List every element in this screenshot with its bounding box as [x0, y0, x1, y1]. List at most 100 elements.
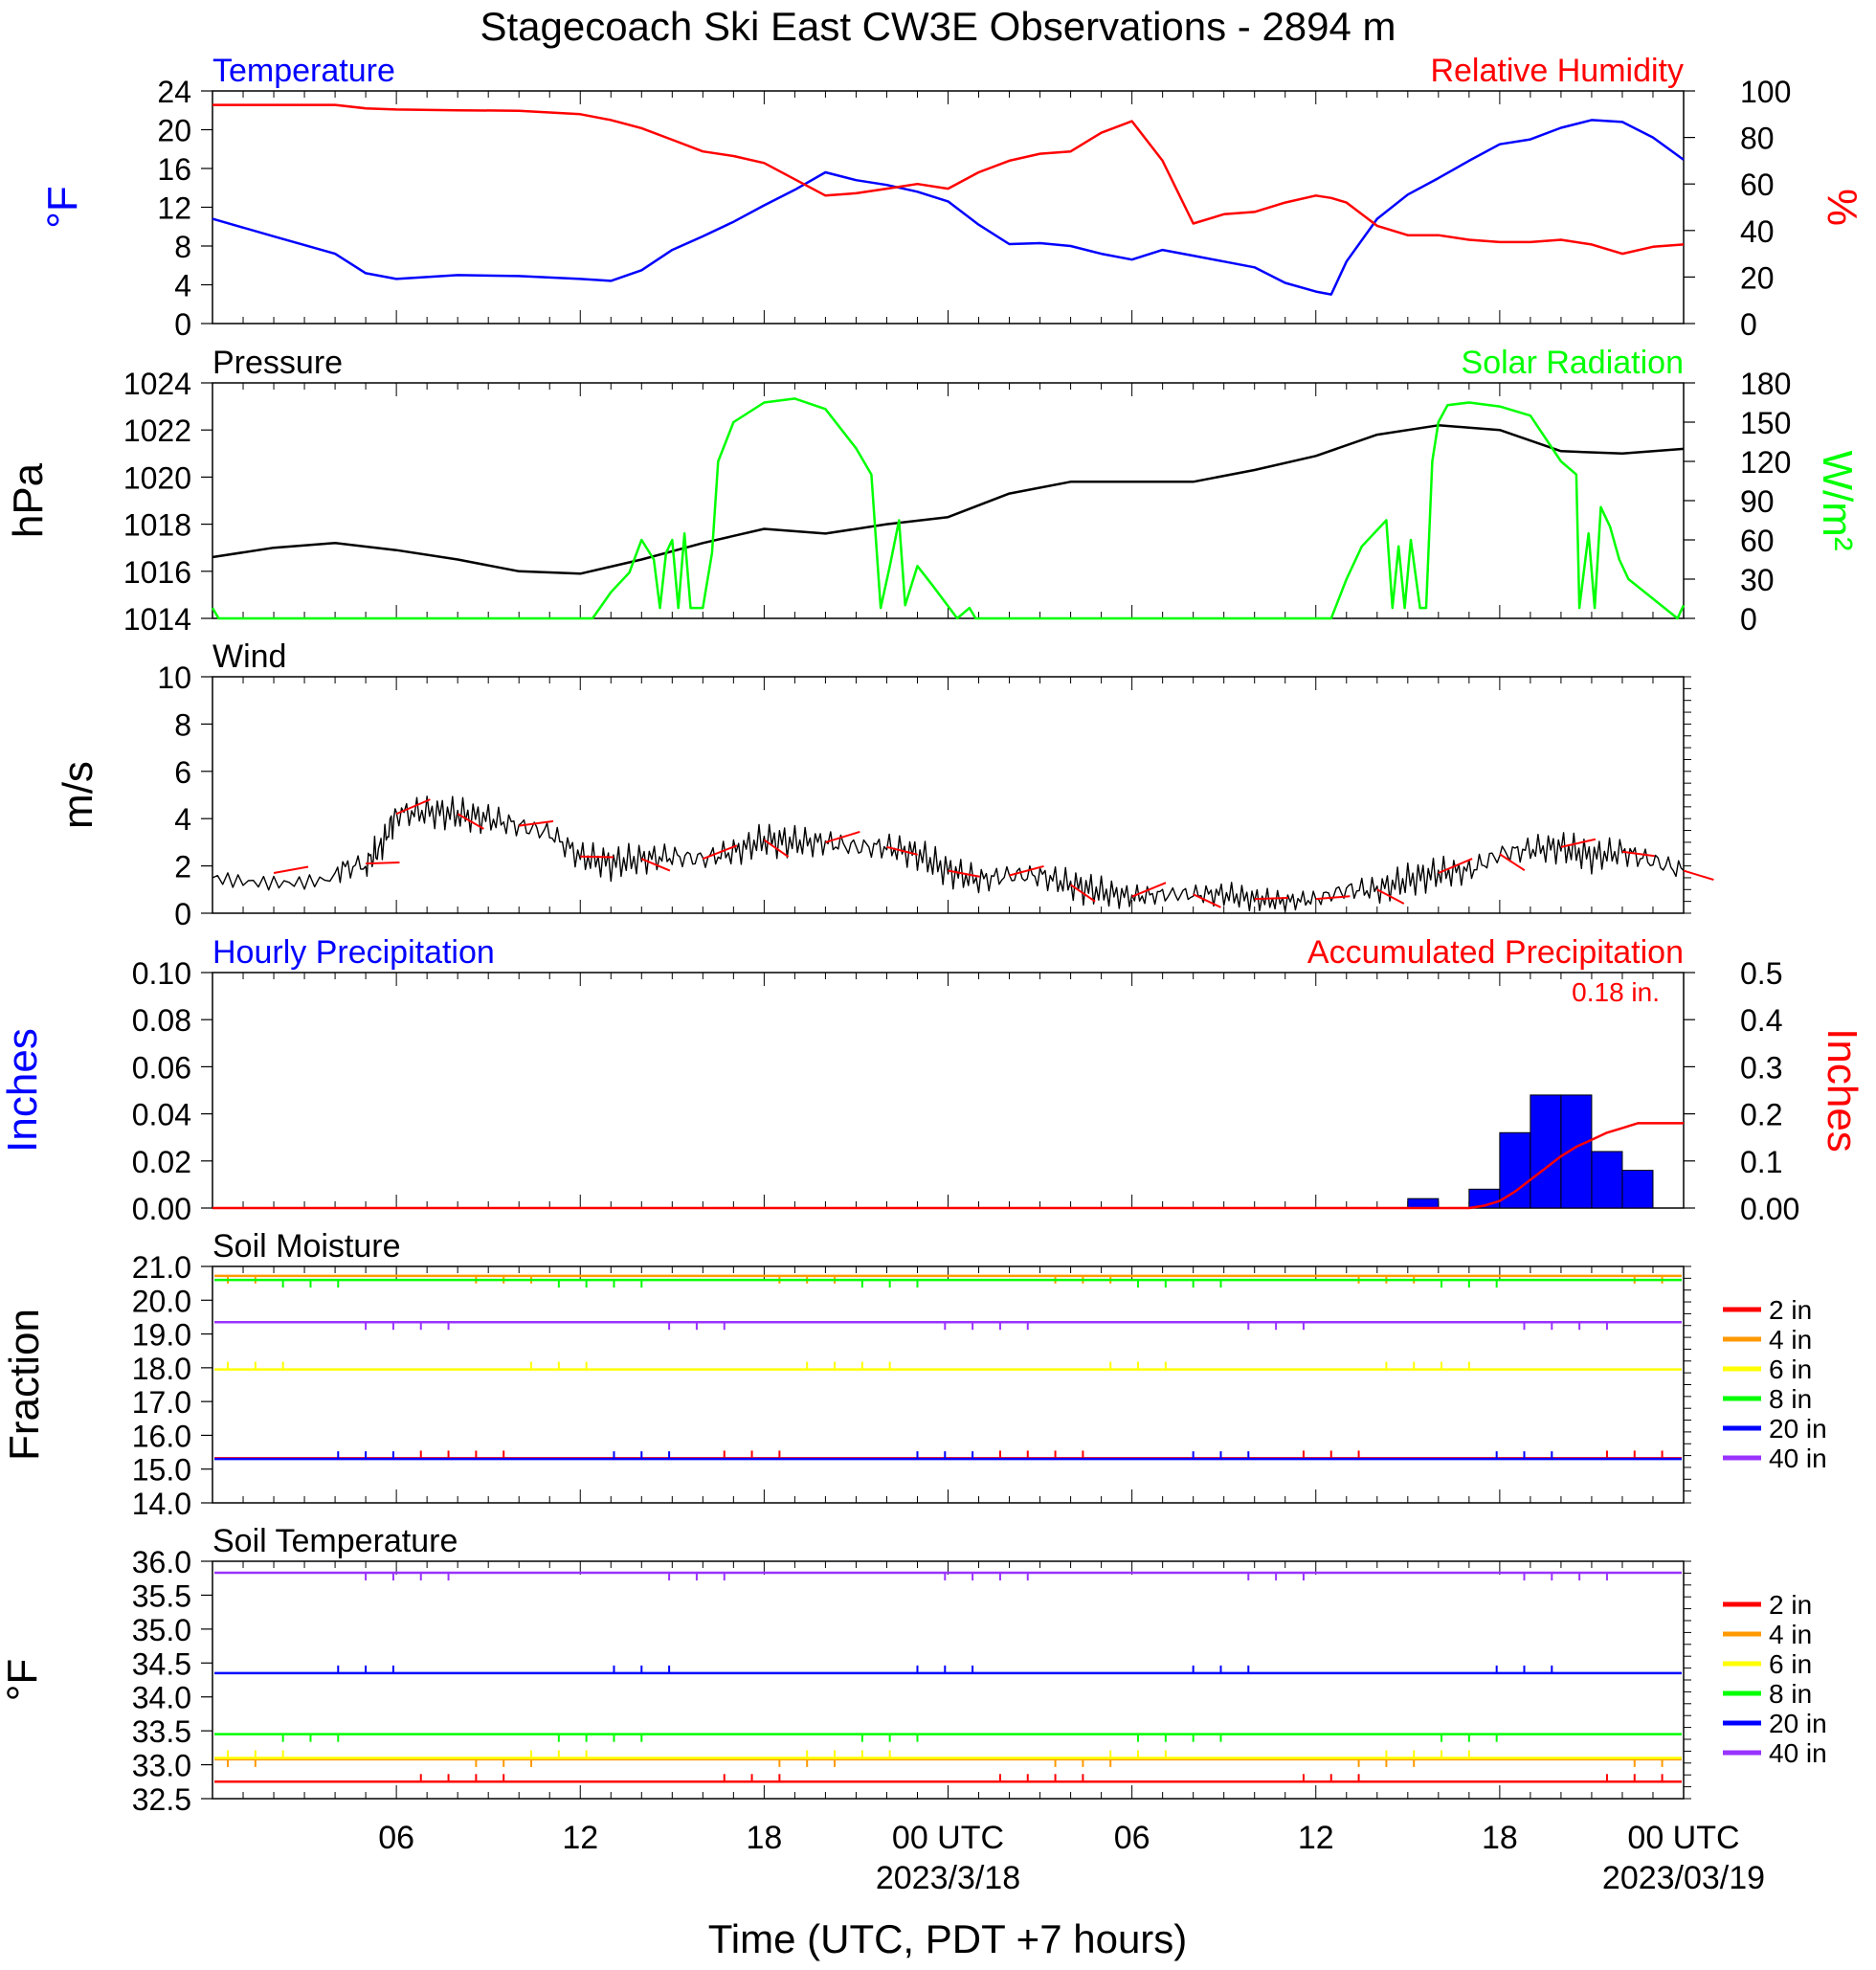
y-tick-label: 1024: [123, 367, 191, 401]
y-tick-label: 34.5: [132, 1646, 191, 1681]
y-tick-label-right: 100: [1740, 75, 1791, 109]
y-tick-label-right: 60: [1740, 524, 1775, 558]
y-tick-label: 0.08: [132, 1003, 191, 1038]
y-tick-label: 4: [174, 802, 191, 837]
panel-frame: [212, 90, 1685, 325]
wind-barb: [519, 819, 554, 827]
y-tick-label: 33.5: [132, 1714, 191, 1749]
legend-entry: 20 in: [1769, 1414, 1827, 1444]
y-tick-label: 17.0: [132, 1385, 191, 1420]
panel-6: 32.533.033.534.034.535.035.536.0 Soil Tem…: [0, 1523, 1827, 1817]
wind-barb: [273, 865, 309, 874]
x-tick-label: 18: [1482, 1820, 1518, 1856]
y-tick-label: 19.0: [132, 1318, 191, 1353]
y-axis-label-left: m/s: [55, 761, 101, 829]
precip-bar: [1591, 1151, 1623, 1209]
x-date-label: 2023/03/19: [1602, 1860, 1765, 1896]
panel-1: 0 4 8 12 16 20 24 0 20 40 60 80 100 Temperature Relati…: [39, 53, 1865, 342]
wind-barb: [1621, 850, 1655, 858]
y-tick-label-right: 120: [1740, 445, 1791, 480]
y-tick-label-right: 60: [1740, 168, 1775, 202]
y-tick-label: 10: [157, 660, 191, 695]
y-tick-label: 0.04: [132, 1098, 191, 1132]
y-tick-label: 0.02: [132, 1145, 191, 1179]
wind-barb: [366, 862, 400, 865]
legend-entry: 40 in: [1769, 1444, 1827, 1473]
x-tick-label: 18: [746, 1820, 782, 1856]
y-tick-label: 16.0: [132, 1419, 191, 1453]
y-tick-label: 0.06: [132, 1050, 191, 1085]
y-tick-label-right: 40: [1740, 214, 1775, 249]
y-tick-label: 0: [174, 307, 191, 342]
wind-barb: [640, 858, 671, 872]
wind-barb: [1376, 888, 1405, 905]
y-tick-label-right: 0.3: [1740, 1050, 1782, 1085]
accumulated-precip-line: [212, 1122, 1684, 1210]
legend-entry: 8 in: [1769, 1384, 1812, 1414]
wind-barb: [580, 855, 614, 859]
y-tick-label: 24: [157, 75, 191, 109]
wind-barb: [1009, 864, 1044, 877]
y-tick-label: 33.0: [132, 1749, 191, 1783]
humidity-line: [212, 103, 1685, 256]
y-tick-label: 18.0: [132, 1352, 191, 1386]
panel-title-left: Wind: [212, 638, 286, 675]
y-tick-label: 35.5: [132, 1578, 191, 1613]
y-tick-label-right: 0.1: [1740, 1145, 1782, 1179]
panel-frame: [212, 1265, 1685, 1504]
y-axis-label-left: °F: [39, 186, 86, 228]
y-tick-label: 1014: [123, 602, 191, 637]
chart-title: Stagecoach Ski East CW3E Observations - …: [480, 4, 1396, 49]
panel-title-left: Soil Temperature: [212, 1523, 458, 1559]
pressure-line: [212, 424, 1685, 575]
panel-frame: [212, 1560, 1685, 1800]
y-tick-label: 16: [157, 152, 191, 187]
legend-entry: 20 in: [1769, 1709, 1827, 1738]
wind-barb: [1560, 838, 1597, 848]
wind-barb: [395, 798, 431, 816]
y-tick-label: 20.0: [132, 1284, 191, 1318]
x-tick-label: 12: [1298, 1820, 1334, 1856]
x-tick-label: 00 UTC: [1627, 1820, 1739, 1856]
y-tick-label: 1016: [123, 555, 191, 590]
y-tick-label-right: 180: [1740, 367, 1791, 401]
temperature-line: [212, 119, 1685, 296]
legend-entry: 2 in: [1769, 1590, 1812, 1620]
y-tick-label: 20: [157, 114, 191, 148]
y-tick-label: 8: [174, 707, 191, 742]
y-tick-label-right: 0.2: [1740, 1098, 1782, 1132]
y-tick-label-right: 150: [1740, 406, 1791, 440]
y-tick-label: 0.10: [132, 956, 191, 991]
x-axis-label: Time (UTC, PDT +7 hours): [708, 1916, 1188, 1961]
y-tick-label: 1020: [123, 460, 191, 495]
wind-barb: [702, 844, 738, 861]
y-tick-label: 36.0: [132, 1545, 191, 1579]
wind-barb: [1254, 897, 1289, 901]
wind-barb: [1193, 893, 1221, 908]
wind-barb: [1315, 895, 1351, 901]
y-tick-label: 1018: [123, 508, 191, 543]
y-axis-label-right: W/m²: [1814, 450, 1861, 550]
y-tick-label: 0: [174, 897, 191, 931]
panel-frame: [212, 972, 1685, 1209]
y-tick-label: 21.0: [132, 1250, 191, 1285]
precip-total: 0.18 in.: [1572, 977, 1660, 1007]
y-tick-label: 32.5: [132, 1782, 191, 1817]
precip-bar: [1530, 1094, 1562, 1209]
y-axis-label-left: °F: [0, 1659, 46, 1701]
panel-title-right: Solar Radiation: [1462, 345, 1684, 381]
precip-bar: [1621, 1170, 1654, 1209]
y-axis-label-left: hPa: [5, 462, 52, 538]
y-tick-label-right: 0.5: [1740, 956, 1782, 991]
x-tick-label: 06: [378, 1820, 414, 1856]
x-date-label: 2023/3/18: [876, 1860, 1020, 1896]
panel-title-right: Relative Humidity: [1430, 53, 1684, 89]
y-tick-label-right: 30: [1740, 563, 1775, 597]
legend-entry: 40 in: [1769, 1738, 1827, 1768]
x-tick-label: 06: [1114, 1820, 1150, 1856]
y-axis-label-right: Inches: [1819, 1028, 1865, 1153]
x-tick-label: 00 UTC: [892, 1820, 1004, 1856]
y-tick-label-right: 0: [1740, 602, 1757, 637]
